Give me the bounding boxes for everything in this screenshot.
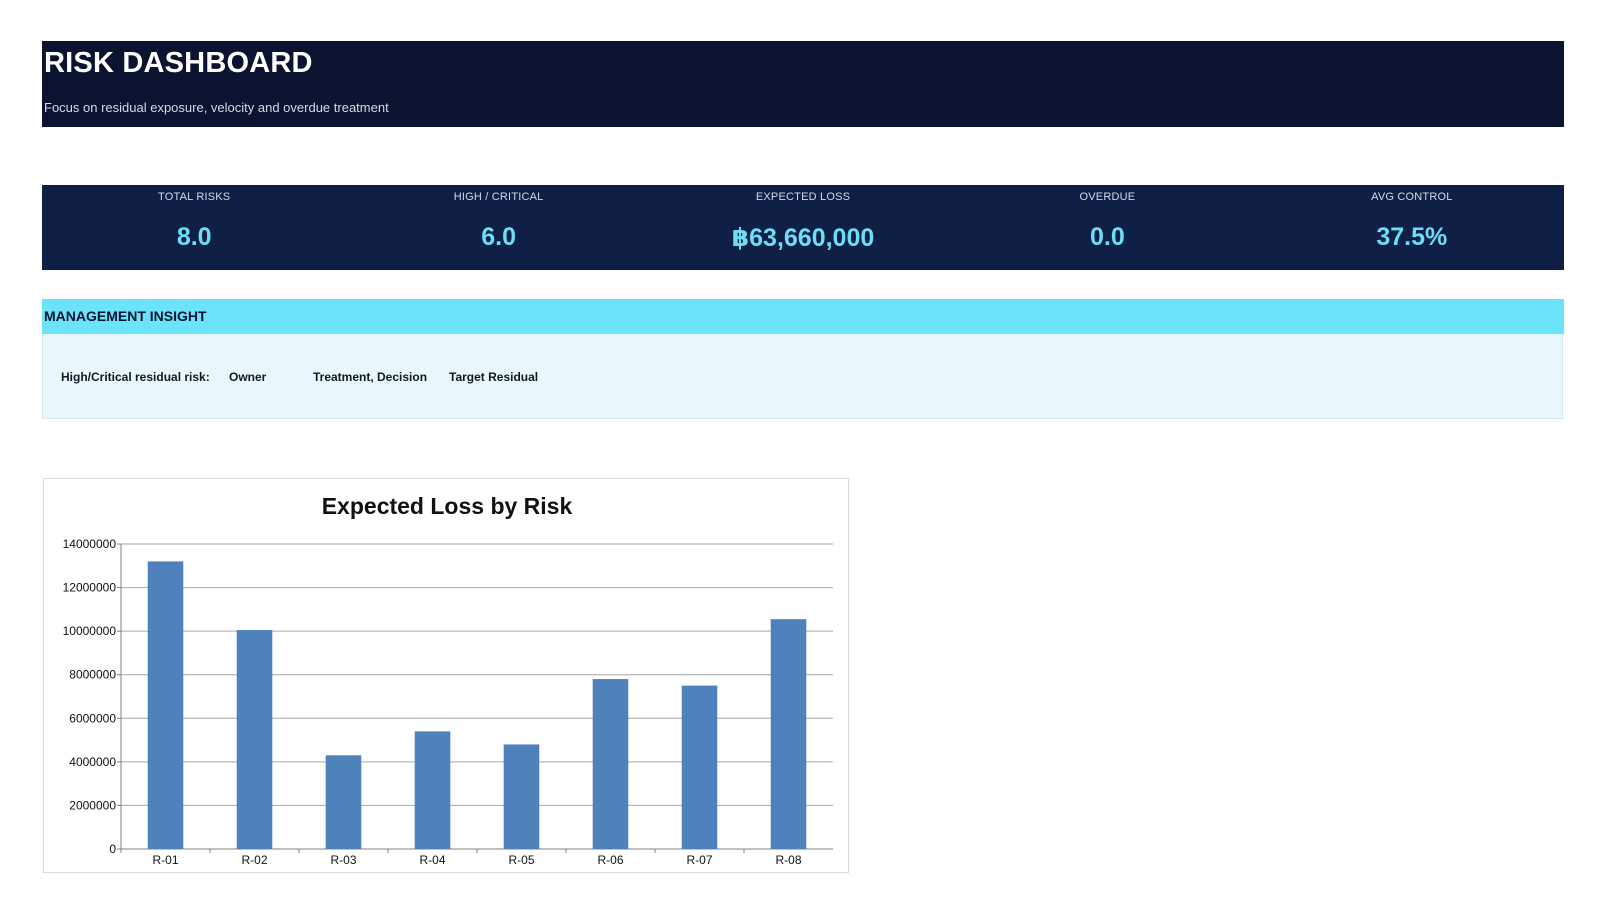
y-tick-label: 6000000 [69,711,116,725]
bar-r-02 [236,630,273,849]
kpi-value: 8.0 [176,223,212,251]
x-tick-label: R-08 [775,853,801,867]
y-tick-label: 14000000 [63,537,117,551]
x-tick-label: R-07 [686,853,712,867]
x-tick-label: R-01 [152,853,178,867]
kpi-total-risks: TOTAL RISKS 8.0 [42,185,346,270]
page-title: RISK DASHBOARD [44,47,313,79]
bar-r-04 [414,731,451,849]
insight-cell-target: Target Residual [449,370,539,384]
kpi-label: HIGH / CRITICAL [453,191,544,203]
bar-r-06 [592,679,629,849]
bar-r-01 [147,561,184,849]
insight-cell-risk: High/Critical residual risk: [61,370,210,384]
kpi-expected-loss: EXPECTED LOSS ฿63,660,000 [651,185,955,270]
kpi-value: ฿63,660,000 [731,224,875,252]
insight-heading-bar: MANAGEMENT INSIGHT [42,299,1564,334]
insight-body: High/Critical residual risk: Owner Treat… [42,334,1563,419]
dashboard-header: RISK DASHBOARD Focus on residual exposur… [42,41,1564,127]
kpi-label: TOTAL RISKS [158,191,231,203]
x-tick-label: R-03 [330,853,356,867]
bar-r-03 [325,755,362,849]
chart-plot: 0 2000000 4000000 6000000 8000000 10000000 120… [63,537,833,867]
y-tick-label: 2000000 [69,798,116,812]
x-tick-label: R-02 [241,853,267,867]
insight-cell-owner: Owner [229,370,267,384]
expected-loss-chart: Expected Loss by Risk 0 2000000 4000000 600… [43,478,849,873]
y-tick-label: 12000000 [63,581,117,595]
kpi-value: 0.0 [1090,223,1125,251]
y-tick-label: 10000000 [63,624,117,638]
kpi-label: EXPECTED LOSS [755,191,851,203]
kpi-overdue: OVERDUE 0.0 [955,185,1259,270]
kpi-label: AVG CONTROL [1371,191,1453,203]
x-tick-label: R-04 [419,853,445,867]
y-tick-label: 4000000 [69,755,116,769]
x-tick-label: R-06 [597,853,623,867]
x-tick-label: R-05 [508,853,534,867]
bar-r-05 [503,744,540,849]
page-subtitle: Focus on residual exposure, velocity and… [44,100,389,115]
bar-r-08 [770,619,807,849]
kpi-label: OVERDUE [1079,191,1136,203]
kpi-value: 37.5% [1376,223,1448,251]
kpi-value: 6.0 [481,223,516,251]
y-tick-label: 8000000 [69,668,116,682]
kpi-band: TOTAL RISKS 8.0 HIGH / CRITICAL 6.0 EXPE… [42,185,1564,270]
bar-r-07 [681,685,718,849]
chart-title: Expected Loss by Risk [321,493,573,519]
kpi-high-critical: HIGH / CRITICAL 6.0 [346,185,650,270]
insight-cell-treatment: Treatment, Decision [313,370,428,384]
y-tick-label: 0 [109,842,116,856]
insight-heading: MANAGEMENT INSIGHT [44,308,207,324]
kpi-avg-control: AVG CONTROL 37.5% [1260,185,1564,270]
